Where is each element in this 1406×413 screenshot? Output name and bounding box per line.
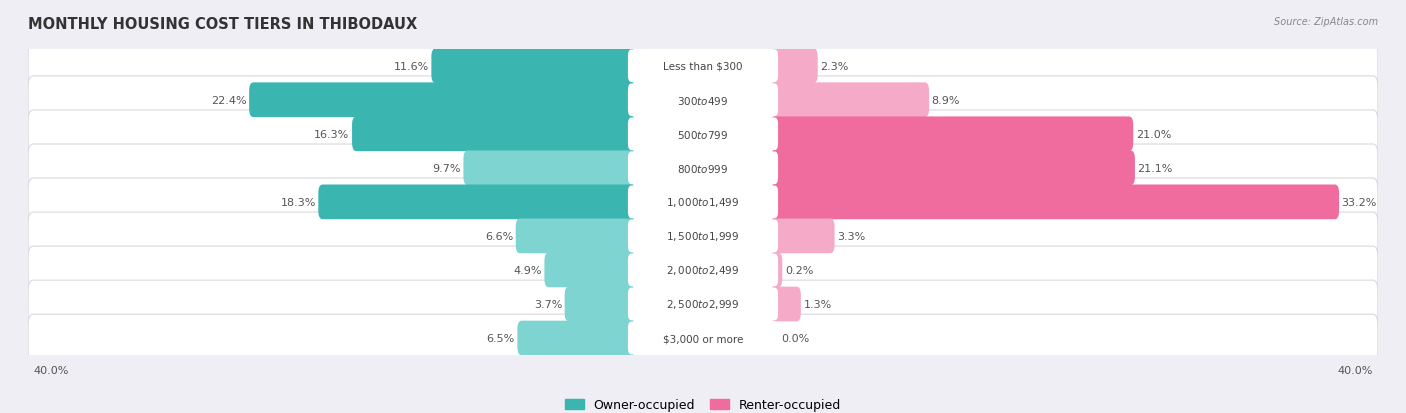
- FancyBboxPatch shape: [628, 322, 778, 354]
- Text: $3,000 or more: $3,000 or more: [662, 333, 744, 343]
- Text: 21.1%: 21.1%: [1137, 164, 1173, 173]
- FancyBboxPatch shape: [770, 117, 1133, 152]
- Text: 6.5%: 6.5%: [486, 333, 515, 343]
- Text: 9.7%: 9.7%: [433, 164, 461, 173]
- FancyBboxPatch shape: [628, 288, 778, 320]
- FancyBboxPatch shape: [516, 219, 636, 254]
- FancyBboxPatch shape: [628, 84, 778, 117]
- Text: 33.2%: 33.2%: [1341, 197, 1376, 207]
- Text: 6.6%: 6.6%: [485, 231, 513, 241]
- Text: 0.2%: 0.2%: [785, 265, 813, 275]
- FancyBboxPatch shape: [352, 117, 636, 152]
- FancyBboxPatch shape: [628, 152, 778, 185]
- Text: Less than $300: Less than $300: [664, 62, 742, 71]
- Text: $800 to $999: $800 to $999: [678, 162, 728, 174]
- Text: 8.9%: 8.9%: [932, 95, 960, 105]
- FancyBboxPatch shape: [770, 49, 818, 84]
- FancyBboxPatch shape: [28, 77, 1378, 124]
- Text: 4.9%: 4.9%: [513, 265, 541, 275]
- Text: $1,000 to $1,499: $1,000 to $1,499: [666, 196, 740, 209]
- FancyBboxPatch shape: [432, 49, 636, 84]
- Text: Source: ZipAtlas.com: Source: ZipAtlas.com: [1274, 17, 1378, 26]
- FancyBboxPatch shape: [770, 287, 801, 322]
- Text: 40.0%: 40.0%: [34, 365, 69, 375]
- FancyBboxPatch shape: [628, 50, 778, 83]
- Text: 2.3%: 2.3%: [820, 62, 849, 71]
- FancyBboxPatch shape: [770, 253, 782, 287]
- FancyBboxPatch shape: [770, 151, 1135, 186]
- Text: 18.3%: 18.3%: [280, 197, 316, 207]
- Text: $2,500 to $2,999: $2,500 to $2,999: [666, 298, 740, 311]
- Text: MONTHLY HOUSING COST TIERS IN THIBODAUX: MONTHLY HOUSING COST TIERS IN THIBODAUX: [28, 17, 418, 31]
- Text: 11.6%: 11.6%: [394, 62, 429, 71]
- FancyBboxPatch shape: [249, 83, 636, 118]
- Text: 0.0%: 0.0%: [782, 333, 810, 343]
- Text: 1.3%: 1.3%: [803, 299, 831, 309]
- Text: $300 to $499: $300 to $499: [678, 95, 728, 107]
- Text: 40.0%: 40.0%: [1337, 365, 1372, 375]
- FancyBboxPatch shape: [770, 185, 1339, 220]
- Text: $1,500 to $1,999: $1,500 to $1,999: [666, 230, 740, 243]
- FancyBboxPatch shape: [318, 185, 636, 220]
- Text: 3.3%: 3.3%: [837, 231, 865, 241]
- FancyBboxPatch shape: [770, 83, 929, 118]
- FancyBboxPatch shape: [628, 118, 778, 151]
- FancyBboxPatch shape: [28, 247, 1378, 294]
- FancyBboxPatch shape: [28, 178, 1378, 226]
- FancyBboxPatch shape: [565, 287, 636, 322]
- FancyBboxPatch shape: [628, 220, 778, 253]
- FancyBboxPatch shape: [28, 280, 1378, 328]
- FancyBboxPatch shape: [770, 219, 835, 254]
- Text: $2,000 to $2,499: $2,000 to $2,499: [666, 264, 740, 277]
- Text: 3.7%: 3.7%: [534, 299, 562, 309]
- FancyBboxPatch shape: [628, 186, 778, 218]
- Legend: Owner-occupied, Renter-occupied: Owner-occupied, Renter-occupied: [560, 393, 846, 413]
- FancyBboxPatch shape: [464, 151, 636, 186]
- Text: 22.4%: 22.4%: [211, 95, 246, 105]
- FancyBboxPatch shape: [517, 321, 636, 356]
- FancyBboxPatch shape: [28, 314, 1378, 362]
- Text: 21.0%: 21.0%: [1136, 129, 1171, 140]
- Text: 16.3%: 16.3%: [315, 129, 350, 140]
- FancyBboxPatch shape: [28, 213, 1378, 260]
- FancyBboxPatch shape: [28, 145, 1378, 192]
- FancyBboxPatch shape: [28, 111, 1378, 158]
- FancyBboxPatch shape: [628, 254, 778, 287]
- Text: $500 to $799: $500 to $799: [678, 128, 728, 140]
- FancyBboxPatch shape: [544, 253, 636, 287]
- FancyBboxPatch shape: [28, 43, 1378, 90]
